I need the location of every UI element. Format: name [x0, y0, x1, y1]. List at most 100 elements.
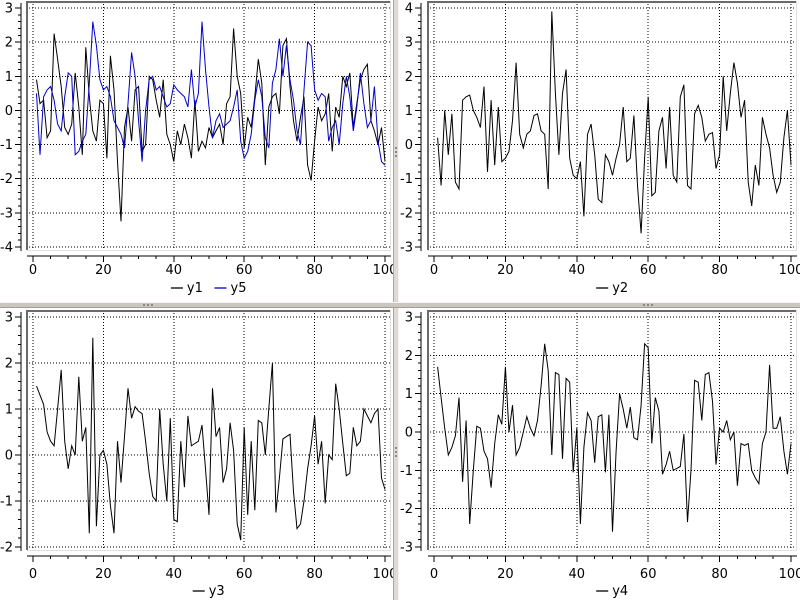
y-tick-label: -3: [400, 241, 413, 256]
y-tick-label: 3: [405, 36, 413, 51]
y-tick-label: -1: [400, 172, 413, 187]
legend-label-y3[interactable]: y3: [209, 584, 225, 599]
canvas-border-dark: [26, 310, 390, 550]
x-tick-label: 80: [306, 567, 323, 582]
x-axis: [27, 255, 391, 262]
x-axis-labels: 0 20 40 60 80 100: [430, 263, 800, 278]
plot-panel-y3: 3 2 1 0 -1 -2 0 20 40 60 80 100 y3: [0, 308, 393, 600]
splitter-grip-icon: [395, 147, 397, 149]
y-tick-label: 2: [405, 70, 413, 85]
y-tick-label: -1: [0, 495, 13, 510]
x-tick-label: 0: [430, 263, 438, 278]
y-axis: [15, 3, 22, 251]
y-tick-label: -1: [0, 138, 13, 153]
y-tick-label: -2: [400, 206, 413, 221]
legend-label-y4[interactable]: y4: [612, 584, 628, 599]
plot-panel-y2: 4 3 2 1 0 -1 -2 -3 0 20 40 60 80 100 y2: [399, 0, 800, 302]
legend-label-y5[interactable]: y5: [231, 281, 247, 296]
x-tick-label: 40: [166, 263, 183, 278]
y-tick-label: -3: [400, 541, 413, 556]
x-tick-label: 100: [779, 567, 800, 582]
splitter-grip-icon: [643, 304, 645, 306]
canvas-border-light: [428, 310, 797, 551]
y-tick-label: -2: [0, 541, 13, 556]
x-tick-label: 0: [29, 567, 37, 582]
x-tick-label: 0: [29, 263, 37, 278]
y-tick-label: -4: [0, 241, 13, 256]
plot-canvas[interactable]: [427, 1, 797, 251]
y-axis-labels: 3 2 1 0 -1 -2 -3: [400, 311, 413, 556]
y-tick-label: -3: [0, 206, 13, 221]
legend: y2: [596, 281, 628, 296]
series-y1: [36, 28, 386, 222]
plot-svg-y1-y5: 3 2 1 0 -1 -2 -3 -4 0 20 40 60 80 100 y1 y5: [0, 1, 393, 296]
y-axis-labels: 3 2 1 0 -1 -2: [0, 311, 13, 556]
x-tick-label: 40: [166, 567, 183, 582]
legend: y3: [192, 584, 225, 599]
x-axis: [27, 555, 391, 562]
y-tick-label: 1: [5, 403, 13, 418]
y-tick-label: 0: [405, 426, 413, 441]
plot-svg-y2: 4 3 2 1 0 -1 -2 -3 0 20 40 60 80 100 y2: [400, 1, 800, 296]
grid: [430, 4, 796, 250]
plot-svg-y4: 3 2 1 0 -1 -2 -3 0 20 40 60 80 100 y4: [400, 310, 800, 599]
y-tick-label: 3: [405, 311, 413, 326]
y-tick-label: -1: [400, 464, 413, 479]
x-tick-label: 60: [236, 567, 253, 582]
x-tick-label: 60: [640, 263, 657, 278]
x-tick-label: 100: [373, 567, 393, 582]
y-tick-label: 2: [5, 36, 13, 51]
x-tick-label: 80: [306, 263, 323, 278]
y-tick-label: 3: [5, 311, 13, 326]
series-group: [437, 11, 792, 234]
x-tick-label: 60: [236, 263, 253, 278]
series-y5: [36, 21, 386, 166]
plot-panel-y4: 3 2 1 0 -1 -2 -3 0 20 40 60 80 100 y4: [399, 308, 800, 600]
x-tick-label: 20: [95, 263, 112, 278]
series-y4: [437, 342, 792, 532]
legend: y1 y5: [170, 281, 247, 296]
y-tick-label: 1: [5, 70, 13, 85]
canvas-border-dark: [26, 1, 390, 250]
vertical-splitter-handle[interactable]: [393, 0, 399, 600]
x-tick-label: 100: [373, 263, 393, 278]
x-axis: [428, 255, 797, 262]
canvas-border-light: [27, 310, 391, 551]
horizontal-splitter-handle[interactable]: [0, 302, 800, 308]
canvas-border-light: [27, 1, 391, 251]
y-tick-label: 4: [405, 2, 413, 17]
series-group: [437, 342, 792, 532]
x-tick-label: 20: [95, 567, 112, 582]
plot-panel-y1-y5: 3 2 1 0 -1 -2 -3 -4 0 20 40 60 80 100 y1 y5: [0, 0, 393, 302]
legend-label-y2[interactable]: y2: [612, 281, 628, 296]
legend-label-y1[interactable]: y1: [187, 281, 203, 296]
y-tick-label: 0: [405, 138, 413, 153]
y-axis: [415, 312, 422, 551]
x-axis: [428, 555, 797, 562]
series-group: [36, 21, 386, 222]
x-tick-label: 100: [779, 263, 800, 278]
y-tick-label: -2: [0, 172, 13, 187]
splitter-grip-icon: [395, 447, 397, 449]
y-tick-label: 0: [5, 449, 13, 464]
x-tick-label: 60: [640, 567, 657, 582]
y-tick-label: 1: [405, 104, 413, 119]
x-tick-label: 40: [569, 567, 586, 582]
y-axis-labels: 4 3 2 1 0 -1 -2 -3: [400, 2, 413, 256]
series-y3: [36, 337, 386, 541]
canvas-border-dark: [427, 1, 796, 250]
plot-svg-y3: 3 2 1 0 -1 -2 0 20 40 60 80 100 y3: [0, 310, 393, 599]
canvas-border-dark: [427, 310, 796, 550]
y-tick-label: 2: [405, 349, 413, 364]
legend: y4: [596, 584, 628, 599]
plot-canvas[interactable]: [26, 310, 391, 551]
grid: [29, 4, 390, 250]
splitter-grip-icon: [143, 304, 145, 306]
x-tick-label: 20: [497, 263, 514, 278]
x-axis-labels: 0 20 40 60 80 100: [430, 567, 800, 582]
series-group: [36, 337, 386, 541]
x-tick-label: 80: [711, 567, 728, 582]
x-tick-label: 40: [569, 263, 586, 278]
canvas-border-light: [428, 1, 797, 251]
